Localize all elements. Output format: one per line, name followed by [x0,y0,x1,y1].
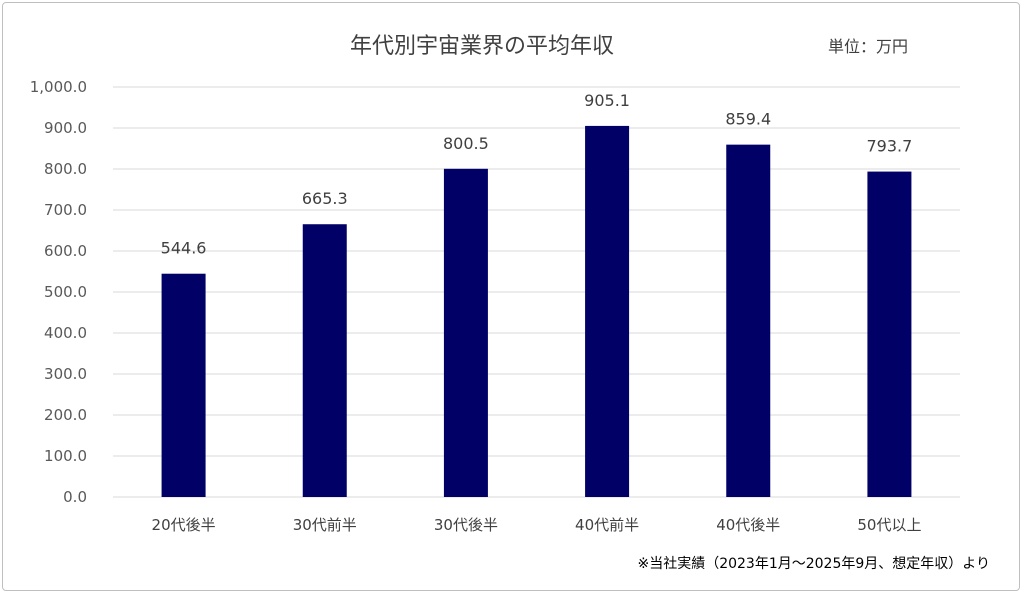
gridlines [113,86,960,498]
y-axis-ticks: 0.0 100.0 200.0 300.0 400.0 500.0 600.0 700.0 80… [30,78,87,506]
x-tick-label: 40代後半 [716,516,780,534]
x-tick-label: 50代以上 [857,516,921,534]
y-tick-label: 900.0 [44,119,87,137]
y-tick-label: 800.0 [44,160,87,178]
bars [161,125,912,498]
x-tick-label: 40代前半 [575,516,639,534]
x-axis-categories: 20代後半 30代前半 30代後半 40代前半 40代後半 50代以上 [152,516,922,534]
source-note: ※当社実績（2023年1月～2025年9月、想定年収）より [637,556,990,572]
y-tick-label: 1,000.0 [30,78,87,96]
x-tick-label: 20代後半 [152,516,216,534]
bar [726,144,771,497]
data-label: 905.1 [584,91,630,110]
bar [443,168,488,498]
y-tick-label: 300.0 [44,365,87,383]
bar [585,125,630,497]
y-tick-label: 0.0 [63,488,87,506]
bar [161,273,206,497]
y-tick-label: 100.0 [44,447,87,465]
data-label: 793.7 [867,137,913,156]
data-label: 544.6 [161,239,207,258]
y-tick-label: 400.0 [44,324,87,342]
data-label: 859.4 [725,110,771,129]
data-labels: 544.6 665.3 800.5 905.1 859.4 793.7 [161,91,913,258]
chart-title: 年代別宇宙業界の平均年収 [350,34,614,59]
data-label: 665.3 [302,189,348,208]
unit-label: 単位：万円 [828,37,908,56]
y-tick-label: 600.0 [44,242,87,260]
y-tick-label: 200.0 [44,406,87,424]
x-tick-label: 30代後半 [434,516,498,534]
y-tick-label: 700.0 [44,201,87,219]
x-tick-label: 30代前半 [293,516,357,534]
y-tick-label: 500.0 [44,283,87,301]
bar [302,224,347,498]
bar [867,171,912,497]
data-label: 800.5 [443,134,489,153]
